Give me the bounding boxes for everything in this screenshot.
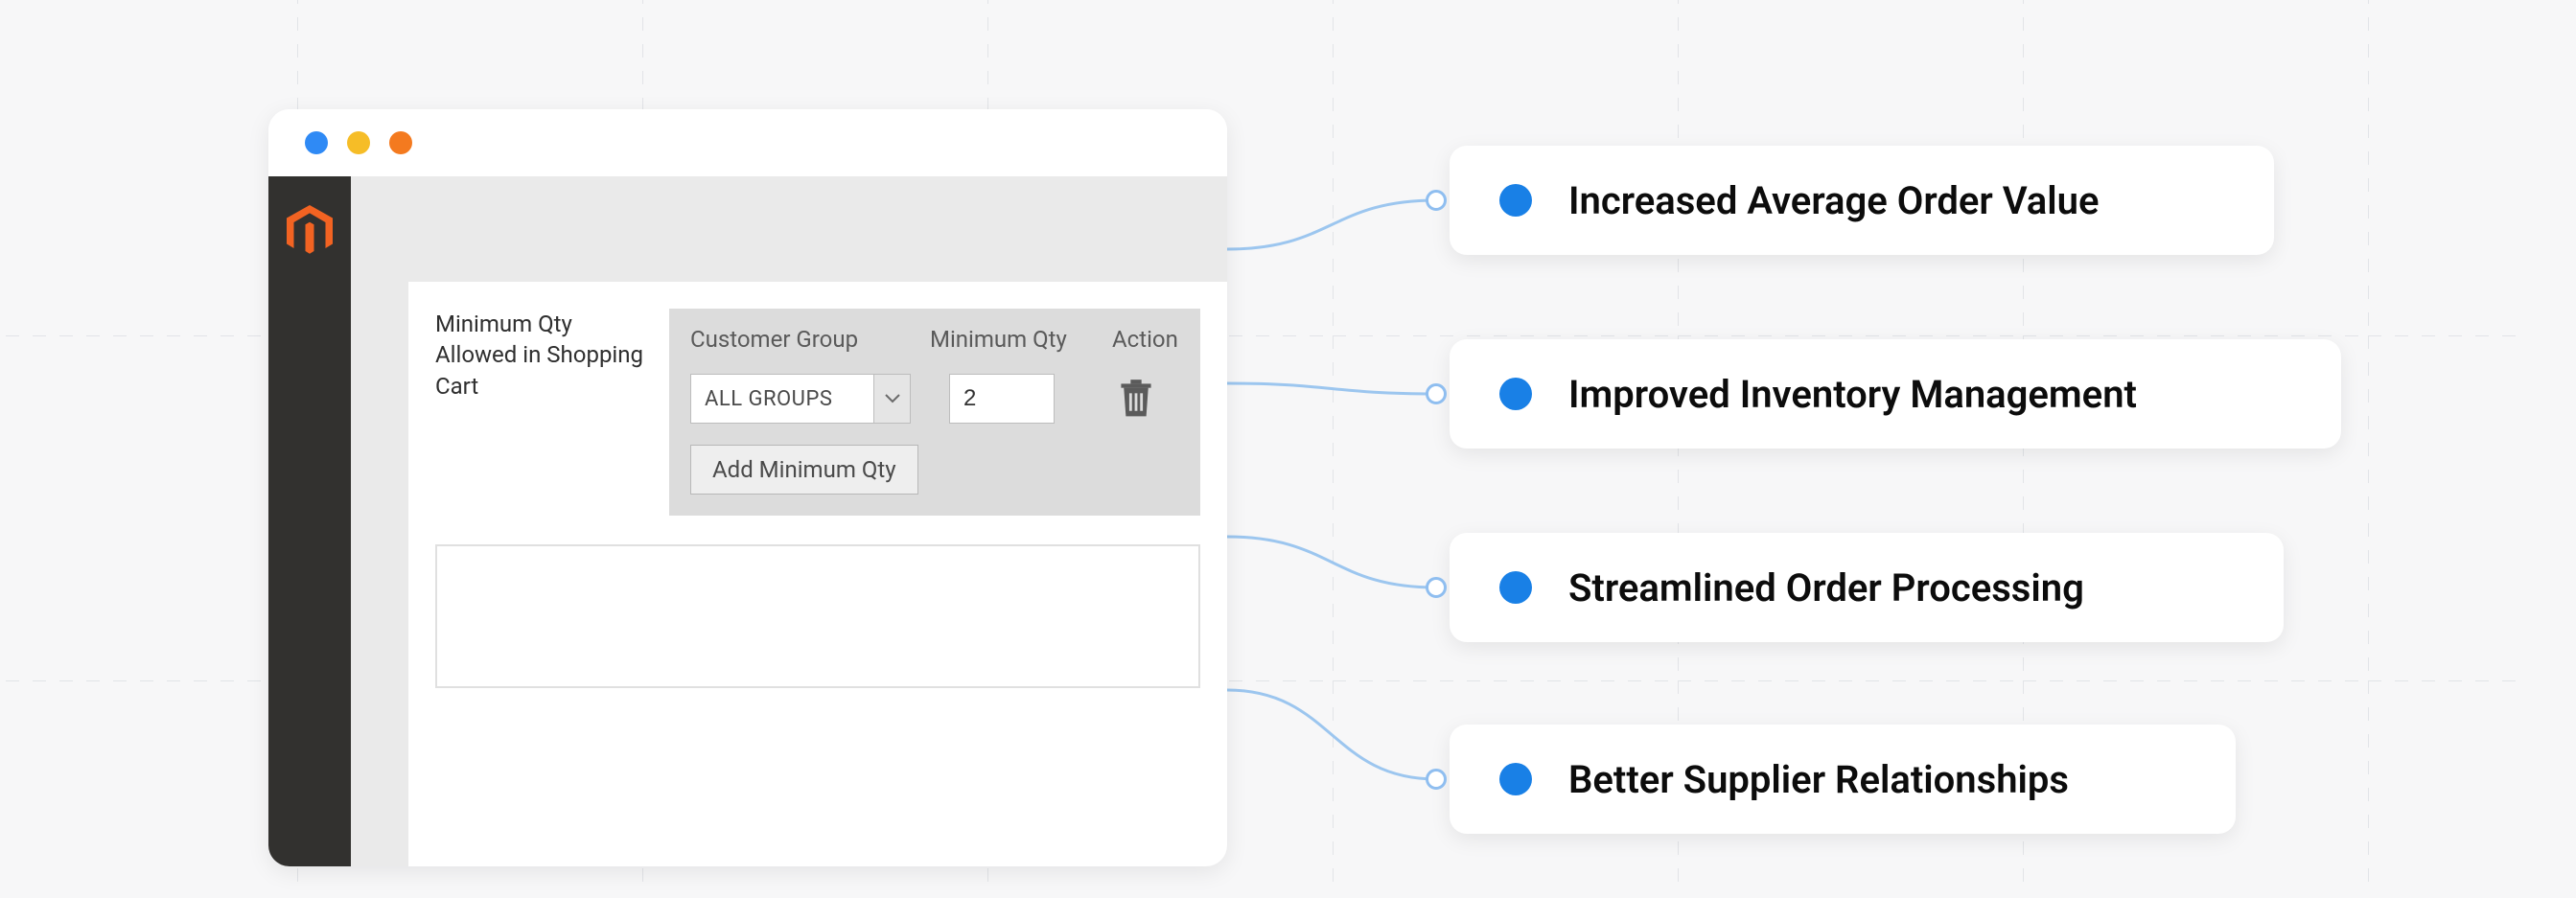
bullet-dot-icon (1499, 763, 1532, 795)
bullet-dot-icon (1499, 571, 1532, 604)
content-gutter (351, 282, 408, 866)
customer-group-select[interactable]: ALL GROUPS (690, 374, 874, 424)
benefit-pill: Better Supplier Relationships (1450, 725, 2236, 834)
table-row: ALL GROUPS (690, 366, 1179, 445)
benefit-label: Increased Average Order Value (1568, 178, 2100, 223)
traffic-light-minimize[interactable] (347, 131, 370, 154)
add-minimum-qty-button[interactable]: Add Minimum Qty (690, 445, 918, 495)
col-header-customer-group: Customer Group (690, 326, 930, 353)
content-header-strip (351, 176, 1227, 282)
bullet-dot-icon (1499, 378, 1532, 410)
benefit-label: Improved Inventory Management (1568, 372, 2137, 417)
connector-endpoint-icon (1426, 383, 1447, 404)
traffic-light-zoom[interactable] (389, 131, 412, 154)
chevron-down-icon[interactable] (874, 374, 911, 424)
col-header-action: Action (1112, 326, 1179, 353)
window-titlebar (268, 109, 1227, 176)
minimum-qty-label: Minimum Qty Allowed in Shopping Cart (435, 309, 646, 516)
minimum-qty-input[interactable] (949, 374, 1055, 424)
benefit-pill: Streamlined Order Processing (1450, 533, 2284, 642)
benefit-label: Streamlined Order Processing (1568, 565, 2084, 610)
connector-endpoint-icon (1426, 769, 1447, 790)
magento-icon (287, 205, 333, 257)
bullet-dot-icon (1499, 184, 1532, 217)
settings-panel: Minimum Qty Allowed in Shopping Cart Cus… (408, 282, 1227, 866)
traffic-light-close[interactable] (305, 131, 328, 154)
app-window: Minimum Qty Allowed in Shopping Cart Cus… (268, 109, 1227, 866)
benefit-pill: Improved Inventory Management (1450, 339, 2341, 449)
col-header-minimum-qty: Minimum Qty (930, 326, 1112, 353)
benefit-label: Better Supplier Relationships (1568, 757, 2069, 802)
connector-endpoint-icon (1426, 190, 1447, 211)
minimum-qty-grid: Customer Group Minimum Qty Action ALL GR… (669, 309, 1200, 516)
admin-sidebar (268, 176, 351, 866)
trash-icon[interactable] (1120, 380, 1152, 418)
connector-endpoint-icon (1426, 577, 1447, 598)
benefit-pill: Increased Average Order Value (1450, 146, 2274, 255)
blank-card (435, 544, 1200, 688)
